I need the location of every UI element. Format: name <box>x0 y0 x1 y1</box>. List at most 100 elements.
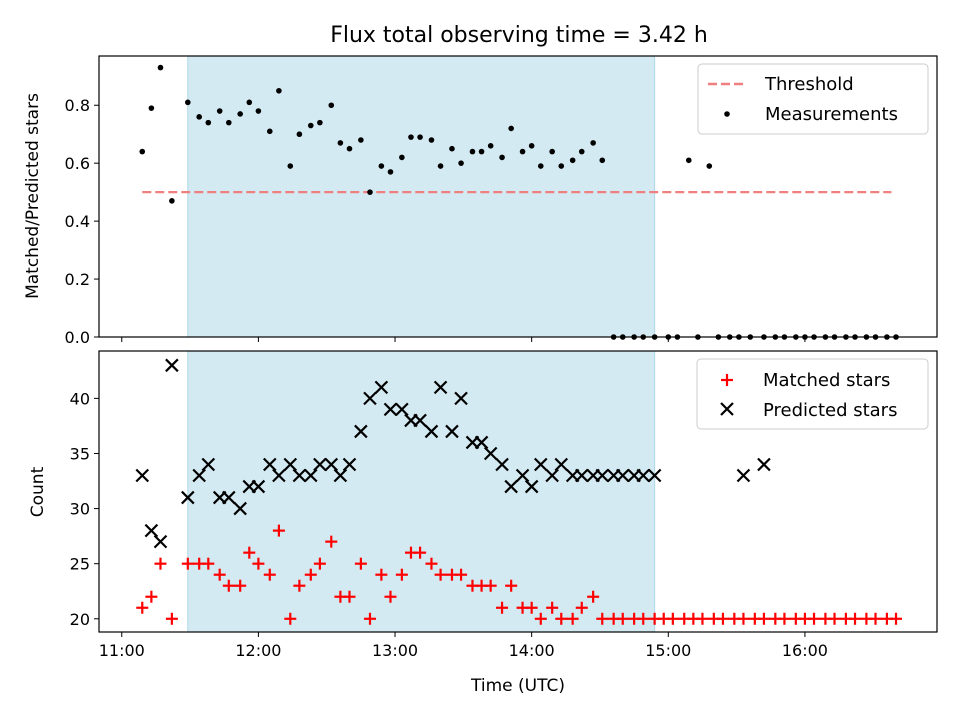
predicted-stars-point <box>495 457 509 472</box>
measurements-point <box>537 163 544 169</box>
matched-stars-point <box>304 568 317 581</box>
predicted-stars-point <box>433 380 448 395</box>
measurements-point <box>469 148 476 155</box>
bot-shaded-interval <box>187 350 656 633</box>
measurements-point <box>287 163 294 169</box>
top-y-tick-label: 0.4 <box>65 212 90 231</box>
x-tick-label: 11:00 <box>99 641 145 660</box>
predicted-stars-point <box>524 479 539 494</box>
measurements-point <box>458 160 464 166</box>
matched-stars-point <box>414 546 427 559</box>
x-tick-label: 15:00 <box>645 641 691 660</box>
measurements-point <box>266 128 273 135</box>
predicted-stars-point <box>153 534 168 549</box>
measurements-point <box>599 157 606 164</box>
matched-stars-point <box>778 612 791 625</box>
measurements-point <box>569 157 576 164</box>
bottom-legend: Matched stars Predicted stars <box>696 358 929 430</box>
predicted-stars-point <box>342 457 357 472</box>
matched-stars-point <box>165 612 178 625</box>
bot-y-tick-label: 25 <box>70 555 90 574</box>
measurements-point <box>399 154 405 161</box>
measurements-point <box>196 114 202 120</box>
matched-stars-point <box>384 590 397 603</box>
predicted-stars-point <box>354 424 368 439</box>
predicted-stars-point <box>445 424 459 439</box>
matched-stars-point <box>375 568 388 581</box>
top-y-axis-label: Matched/Predicted stars <box>23 93 43 299</box>
predicted-stars-point <box>554 457 569 472</box>
measurements-point <box>225 119 232 126</box>
matched-stars-point <box>890 612 903 625</box>
measurements-point <box>337 140 344 146</box>
measurements-point <box>417 134 423 140</box>
matched-stars-point <box>616 612 629 625</box>
predicted-stars-point <box>483 446 498 461</box>
measurements-point <box>185 99 191 106</box>
top-legend-frame <box>697 63 929 135</box>
measurements-point <box>139 148 146 155</box>
matched-stars-point <box>666 612 679 625</box>
measurements-point <box>296 131 303 138</box>
top-y-tick-label: 0.2 <box>65 270 90 289</box>
matched-stars-point <box>696 612 709 625</box>
measurements-point <box>157 64 164 71</box>
matched-stars-point <box>434 568 447 581</box>
measurements-point <box>549 148 555 155</box>
bot-y-tick-label: 20 <box>70 610 90 629</box>
matched-stars-point <box>395 568 408 581</box>
predicted-stars-point <box>533 457 548 472</box>
predicted-stars-point <box>251 479 266 494</box>
measurements-point <box>358 137 364 143</box>
matched-stars-point <box>234 579 247 592</box>
legend-matched-swatch <box>721 374 733 386</box>
bot-y-tick-label: 40 <box>70 389 90 408</box>
measurements-point <box>519 148 526 155</box>
measurements-point <box>276 87 282 94</box>
predicted-stars-point <box>615 468 630 483</box>
measurements-point <box>508 125 514 132</box>
matched-stars-point <box>575 601 588 614</box>
matched-stars-point <box>154 557 167 570</box>
matched-stars-point <box>425 557 438 570</box>
matched-stars-point <box>284 612 297 625</box>
matched-stars-point <box>145 590 158 603</box>
predicted-stars-point <box>383 402 398 417</box>
predicted-stars-point <box>181 490 195 505</box>
matched-stars-point <box>213 568 226 581</box>
matched-stars-point <box>455 568 468 581</box>
matched-stars-point <box>534 612 547 625</box>
matched-stars-point <box>808 612 821 625</box>
predicted-stars-point <box>574 468 589 483</box>
predicted-stars-point <box>135 468 150 483</box>
matched-stars-point <box>363 612 376 625</box>
predicted-stars-point <box>647 468 662 483</box>
predicted-stars-point <box>504 479 518 494</box>
matched-stars-point <box>243 546 256 559</box>
predicted-stars-point <box>192 468 206 483</box>
predicted-stars-point <box>303 468 318 483</box>
matched-stars-point <box>272 524 285 537</box>
measurements-point <box>408 134 414 140</box>
predicted-stars-point <box>736 468 751 483</box>
predicted-stars-point <box>374 380 389 395</box>
bottom-y-axis-label: Count <box>28 466 48 517</box>
measurements-point <box>478 148 485 155</box>
measurements-point <box>578 148 585 155</box>
matched-stars-point <box>637 612 650 625</box>
predicted-stars-point <box>454 391 468 406</box>
matched-stars-point <box>222 579 235 592</box>
measurements-point <box>169 198 175 204</box>
top-y-tick-label: 0.0 <box>65 328 90 347</box>
measurements-point <box>706 163 713 169</box>
measurements-point <box>346 145 353 152</box>
predicted-stars-point <box>395 402 409 417</box>
matched-stars-point <box>136 601 149 614</box>
top-y-tick-label: 0.8 <box>65 96 90 115</box>
predicted-stars-point <box>545 468 559 483</box>
predicted-stars-point <box>333 468 348 483</box>
matched-stars-point <box>828 612 841 625</box>
measurements-point <box>499 154 505 161</box>
predicted-stars-point <box>363 391 377 406</box>
matched-stars-point <box>496 601 509 614</box>
